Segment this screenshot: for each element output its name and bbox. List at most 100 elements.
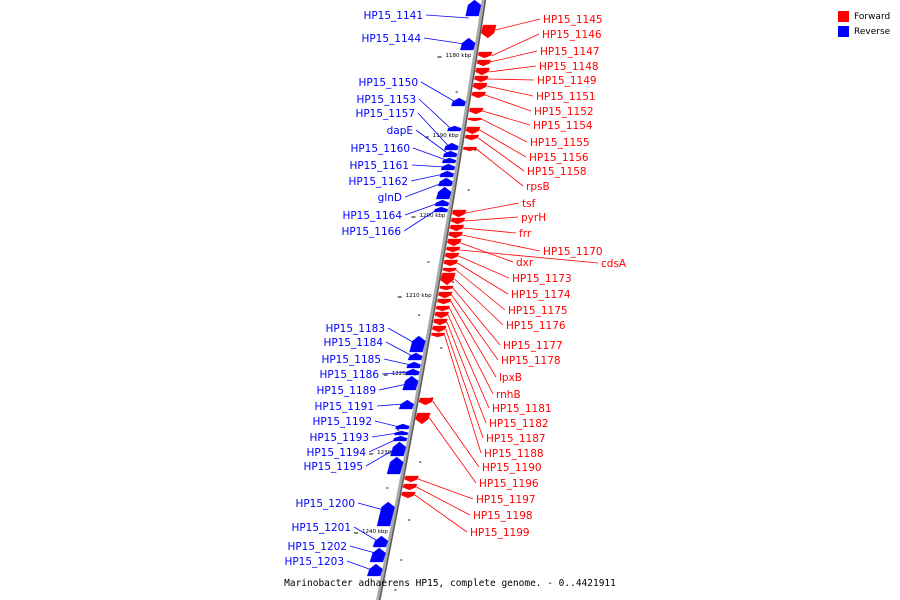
reverse-gene-arrow [405, 368, 420, 376]
forward-gene-label: HP15_1156 [529, 152, 589, 164]
reverse-gene-arrow [390, 441, 407, 457]
forward-gene-arrow [440, 272, 456, 286]
forward-gene-label: HP15_1177 [503, 340, 563, 352]
reverse-gene-label: HP15_1153 [356, 94, 416, 106]
forward-gene-label: HP15_1145 [543, 14, 603, 26]
forward-gene-label: HP15_1178 [501, 355, 561, 367]
leader-line [404, 202, 440, 216]
leader-line [420, 81, 456, 103]
forward-gene-label: HP15_1158 [527, 166, 587, 178]
leader-line [450, 300, 497, 378]
leader-line [452, 287, 501, 346]
forward-gene-label: HP15_1198 [473, 510, 533, 522]
leader-line [387, 327, 415, 344]
reverse-gene-arrow [394, 430, 409, 436]
leader-line [458, 255, 510, 279]
forward-gene-arrow [449, 224, 465, 232]
reverse-gene-arrow [407, 352, 423, 361]
forward-gene-arrow [438, 291, 453, 299]
leader-line [459, 249, 599, 264]
forward-gene-label: HP15_1175 [508, 305, 568, 317]
forward-gene-arrow [476, 59, 491, 67]
forward-gene-arrow [477, 51, 493, 59]
leader-line [432, 400, 480, 468]
reverse-gene-arrow [366, 563, 383, 577]
reverse-gene-arrow [447, 125, 462, 132]
forward-gene-label: dxr [516, 257, 534, 269]
forward-gene-label: HP15_1181 [492, 403, 552, 415]
reverse-gene-label: HP15_1160 [350, 143, 410, 155]
forward-gene-label: cdsA [601, 258, 627, 270]
forward-gene-label: HP15_1197 [476, 494, 536, 506]
forward-gene-label: HP15_1146 [542, 29, 602, 41]
leader-line [385, 341, 413, 357]
reverse-gene-label: HP15_1193 [309, 432, 369, 444]
forward-gene-label: HP15_1187 [486, 433, 546, 445]
forward-gene-arrow [472, 82, 488, 91]
forward-gene-arrow [433, 318, 448, 326]
reverse-gene-label: HP15_1184 [323, 337, 383, 349]
forward-gene-label: HP15_1173 [512, 273, 572, 285]
forward-gene-arrow [439, 285, 454, 291]
leader-line [417, 478, 474, 500]
leader-line [425, 14, 469, 19]
reverse-gene-label: HP15_1203 [284, 556, 344, 568]
legend-reverse-swatch [838, 26, 849, 37]
leader-line [478, 137, 525, 172]
forward-gene-arrow [481, 24, 497, 39]
leader-line [371, 432, 399, 438]
reverse-gene-label: HP15_1189 [316, 385, 376, 397]
forward-gene-arrow [415, 412, 431, 425]
forward-gene-label: HP15_1149 [537, 75, 597, 87]
reverse-gene-label: HP15_1161 [349, 160, 409, 172]
forward-gene-label: HP15_1188 [484, 448, 544, 460]
leader-line [454, 278, 504, 326]
leader-line [449, 307, 494, 395]
legend-reverse: Reverse [838, 24, 890, 39]
reverse-gene-arrow [433, 206, 448, 213]
forward-gene-label: HP15_1176 [506, 320, 566, 332]
leader-line [445, 328, 484, 439]
reverse-gene-arrow [406, 361, 421, 369]
leader-line [486, 85, 534, 97]
reverse-gene-arrow [441, 157, 457, 164]
reverse-gene-label: HP15_1150 [358, 77, 418, 89]
reverse-gene-arrow [386, 456, 404, 475]
leader-line [415, 129, 448, 154]
reverse-gene-arrow [395, 423, 410, 430]
reverse-gene-arrow [376, 501, 395, 527]
forward-gene-arrow [462, 146, 478, 152]
forward-gene-arrow [471, 91, 486, 99]
forward-gene-label: HP15_1152 [534, 106, 594, 118]
axis-line-core [378, 0, 487, 600]
scale-tick-label: 1180 kbp [446, 53, 472, 59]
reverse-gene-label: HP15_1195 [303, 461, 363, 473]
leader-line [368, 438, 398, 453]
leader-line [446, 321, 487, 424]
reverse-gene-label: HP15_1186 [319, 369, 379, 381]
reverse-gene-arrow [409, 335, 426, 353]
reverse-gene-label: HP15_1166 [341, 226, 401, 238]
reverse-gene-label: HP15_1183 [325, 323, 385, 335]
forward-gene-label: rnhB [496, 389, 521, 401]
forward-gene-arrow [442, 267, 457, 273]
reverse-gene-arrow [392, 435, 408, 442]
forward-gene-arrow [431, 332, 446, 338]
scale-tick-label: 1200 kbp [419, 213, 445, 219]
forward-gene-arrow [418, 397, 434, 406]
forward-gene-arrow [401, 491, 416, 499]
leader-line [423, 37, 465, 45]
reverse-gene-label: HP15_1185 [321, 354, 381, 366]
forward-gene-label: pyrH [521, 212, 546, 224]
reverse-gene-label: HP15_1144 [361, 33, 421, 45]
leader-line [481, 118, 528, 143]
leader-line [412, 147, 447, 161]
leader-line [479, 129, 527, 158]
forward-gene-arrow [448, 231, 463, 239]
reverse-gene-label: HP15_1164 [342, 210, 402, 222]
legend-forward-swatch [838, 11, 849, 22]
leader-line [353, 526, 378, 542]
leader-line [495, 18, 541, 31]
scale-tick-label: 1240 kbp [362, 529, 388, 535]
reverse-gene-label: HP15_1200 [295, 498, 355, 510]
